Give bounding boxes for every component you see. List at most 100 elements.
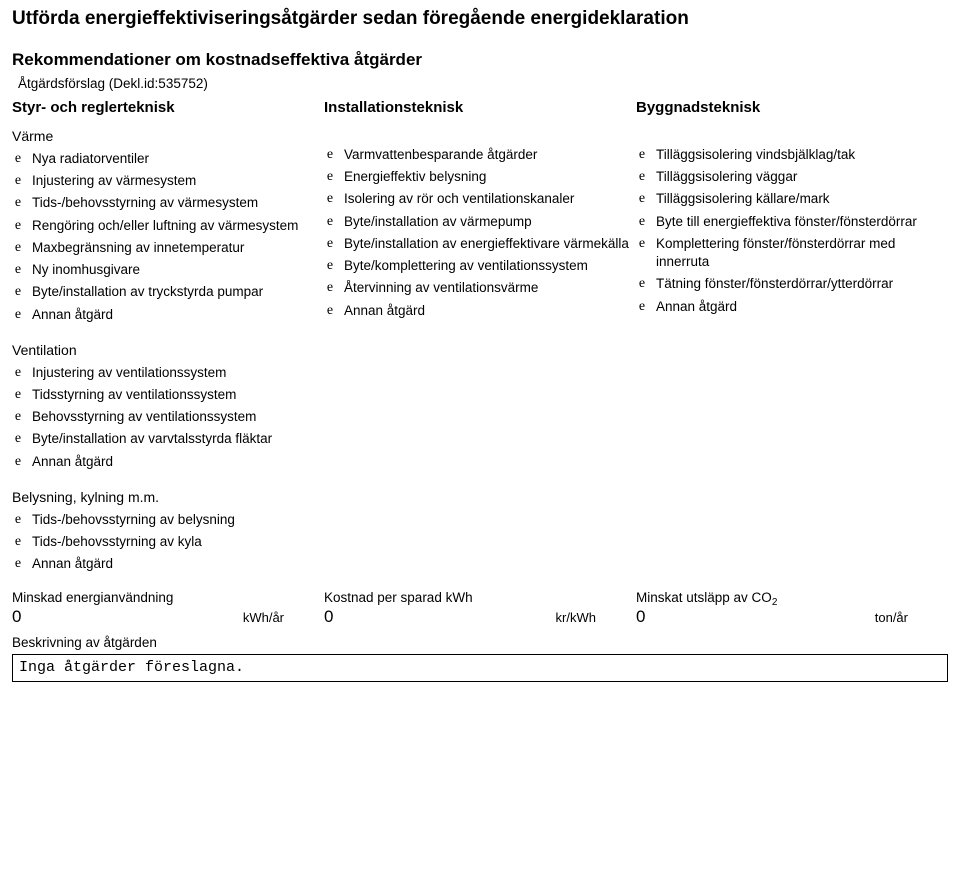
option-item-install-5: e Byte/komplettering av ventilationssyste… <box>324 255 636 277</box>
bullet-icon: e <box>636 213 648 231</box>
group-label-varme: Värme <box>12 128 324 144</box>
bullet-icon: e <box>12 430 24 448</box>
bullet-icon: e <box>12 453 24 471</box>
bullet-icon: e <box>636 298 648 316</box>
bullet-icon: e <box>12 533 24 551</box>
option-item-install-4: eByte/installation av energieffektivare … <box>324 233 636 255</box>
summary-cost-value: 0 <box>324 607 336 627</box>
option-label: Isolering av rör och ventilationskanaler <box>344 190 636 208</box>
option-item-install-0: eVarmvattenbesparande åtgärder <box>324 144 636 166</box>
summary-energy-value: 0 <box>12 607 24 627</box>
section-subtitle: Rekommendationer om kostnadseffektiva åt… <box>12 50 948 70</box>
option-label: Energieffektiv belysning <box>344 168 636 186</box>
option-item-byggnad-0: eTilläggsisolering vindsbjälklag/tak <box>636 144 948 166</box>
col-styr-body: VärmeeNya radiatorventilereInjustering a… <box>12 122 324 326</box>
option-item-styr-2-0: e Tids-/behovsstyrning av belysning <box>12 509 948 531</box>
summary-cost-label: Kostnad per sparad kWh <box>324 590 626 605</box>
summary-co2-label: Minskat utsläpp av CO2 <box>636 590 938 605</box>
option-item-styr-1-4: e Annan åtgärd <box>12 451 948 473</box>
proposal-line: Åtgärdsförslag (Dekl.id:535752) <box>12 76 948 91</box>
columns-body: VärmeeNya radiatorventilereInjustering a… <box>12 122 948 326</box>
option-label: Rengöring och/eller luftning av värmesys… <box>32 217 324 235</box>
option-item-byggnad-3: e Byte till energieffektiva fönster/fönst… <box>636 211 948 233</box>
option-label: Tids-/behovsstyrning av kyla <box>32 533 948 551</box>
bullet-icon: e <box>12 261 24 279</box>
option-item-styr-1-0: eInjustering av ventilationssystem <box>12 362 948 384</box>
col-header-byggnad: Byggnadsteknisk <box>636 97 948 122</box>
summary-row: Minskad energianvändning 0 kWh/år Kostna… <box>12 590 948 627</box>
option-item-styr-0-0: eNya radiatorventiler <box>12 148 324 170</box>
option-label: Annan åtgärd <box>32 306 324 324</box>
bullet-icon: e <box>636 235 648 253</box>
option-label: Byte/installation av värmepump <box>344 213 636 231</box>
bullet-icon: e <box>324 302 336 320</box>
description-label: Beskrivning av åtgärden <box>12 635 948 650</box>
option-label: Komplettering fönster/fönsterdörrar med … <box>656 235 948 271</box>
summary-co2: Minskat utsläpp av CO2 0 ton/år <box>636 590 948 627</box>
bullet-icon: e <box>324 279 336 297</box>
page-title: Utförda energieffektiviseringsåtgärder s… <box>12 8 948 30</box>
summary-co2-unit: ton/år <box>875 610 938 625</box>
option-item-styr-0-7: e Annan åtgärd <box>12 304 324 326</box>
option-item-styr-0-5: e Ny inomhusgivare <box>12 259 324 281</box>
option-label: Återvinning av ventilationsvärme <box>344 279 636 297</box>
bullet-icon: e <box>12 283 24 301</box>
bullet-icon: e <box>12 150 24 168</box>
col-install: Installationsteknisk <box>324 97 636 122</box>
option-label: Varmvattenbesparande åtgärder <box>344 146 636 164</box>
group-label-1: Ventilation <box>12 342 948 358</box>
bullet-icon: e <box>324 190 336 208</box>
bullet-icon: e <box>12 172 24 190</box>
option-label: Maxbegränsning av innetemperatur <box>32 239 324 257</box>
option-item-byggnad-6: e Annan åtgärd <box>636 296 948 318</box>
option-label: Byte/komplettering av ventilationssystem <box>344 257 636 275</box>
option-label: Byte/installation av varvtalsstyrda fläk… <box>32 430 948 448</box>
option-item-byggnad-1: eTilläggsisolering väggar <box>636 166 948 188</box>
summary-energy: Minskad energianvändning 0 kWh/år <box>12 590 324 627</box>
bullet-icon: e <box>12 386 24 404</box>
option-label: Byte/installation av tryckstyrda pumpar <box>32 283 324 301</box>
option-label: Injustering av värmesystem <box>32 172 324 190</box>
bullet-icon: e <box>636 190 648 208</box>
col-header-styr: Styr- och reglerteknisk <box>12 97 324 122</box>
option-label: Tätning fönster/fönsterdörrar/ytterdörra… <box>656 275 948 293</box>
option-label: Injustering av ventilationssystem <box>32 364 948 382</box>
option-label: Tids-/behovsstyrning av belysning <box>32 511 948 529</box>
group-label-2: Belysning, kylning m.m. <box>12 489 948 505</box>
bullet-icon: e <box>12 239 24 257</box>
bullet-icon: e <box>324 213 336 231</box>
summary-cost: Kostnad per sparad kWh 0 kr/kWh <box>324 590 636 627</box>
bullet-icon: e <box>12 408 24 426</box>
bullet-icon: e <box>12 511 24 529</box>
option-item-styr-1-1: e Tidsstyrning av ventilationssystem <box>12 384 948 406</box>
option-item-styr-0-1: e Injustering av värmesystem <box>12 170 324 192</box>
option-item-byggnad-2: eTilläggsisolering källare/mark <box>636 188 948 210</box>
col-byggnad: Byggnadsteknisk <box>636 97 948 122</box>
bullet-icon: e <box>12 217 24 235</box>
option-label: Annan åtgärd <box>32 555 948 573</box>
col-install-body: eVarmvattenbesparande åtgärdereEnergieff… <box>324 122 636 326</box>
columns-row: Styr- och reglerteknisk Installationstek… <box>12 97 948 122</box>
col-styr: Styr- och reglerteknisk <box>12 97 324 122</box>
bullet-icon: e <box>324 168 336 186</box>
bullet-icon: e <box>324 257 336 275</box>
bullet-icon: e <box>636 146 648 164</box>
option-label: Byte till energieffektiva fönster/fönste… <box>656 213 948 231</box>
bullet-icon: e <box>12 306 24 324</box>
option-label: Ny inomhusgivare <box>32 261 324 279</box>
option-label: Tilläggsisolering väggar <box>656 168 948 186</box>
bullet-icon: e <box>12 555 24 573</box>
option-item-styr-0-4: e Maxbegränsning av innetemperatur <box>12 237 324 259</box>
col-styr-rest: VentilationeInjustering av ventilationss… <box>12 326 948 576</box>
option-item-styr-1-2: eBehovsstyrning av ventilationssystem <box>12 406 948 428</box>
option-label: Tidsstyrning av ventilationssystem <box>32 386 948 404</box>
option-item-styr-0-2: eTids-/behovsstyrning av värmesystem <box>12 192 324 214</box>
option-label: Annan åtgärd <box>656 298 948 316</box>
col-byggnad-body: eTilläggsisolering vindsbjälklag/takeTil… <box>636 122 948 326</box>
summary-co2-value: 0 <box>636 607 648 627</box>
summary-energy-label: Minskad energianvändning <box>12 590 314 605</box>
option-label: Annan åtgärd <box>344 302 636 320</box>
option-item-install-1: e Energieffektiv belysning <box>324 166 636 188</box>
option-label: Annan åtgärd <box>32 453 948 471</box>
option-item-install-6: e Återvinning av ventilationsvärme <box>324 277 636 299</box>
